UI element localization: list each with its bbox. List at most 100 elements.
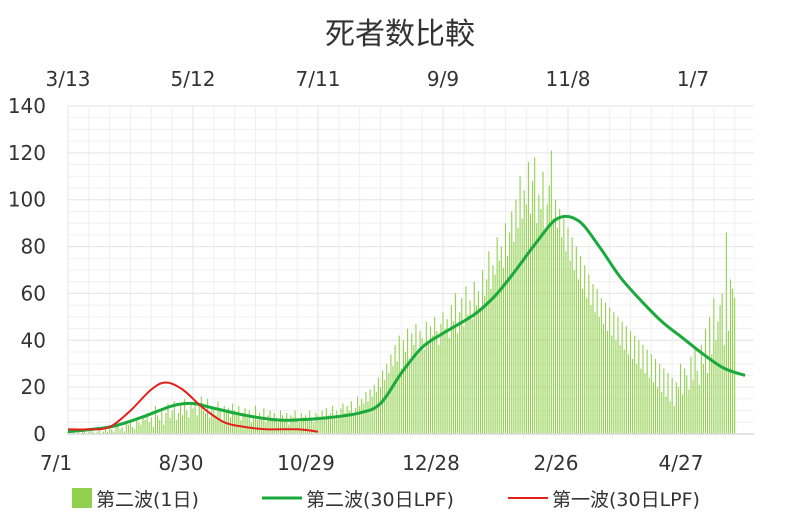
daily-bar	[469, 300, 471, 434]
daily-bar	[398, 335, 400, 434]
daily-bar	[309, 410, 311, 434]
legend-swatch-daily	[72, 488, 92, 508]
daily-bar	[727, 330, 729, 434]
daily-bar	[592, 284, 594, 434]
daily-bar	[411, 333, 413, 434]
daily-bar	[157, 415, 159, 434]
daily-bar	[461, 298, 463, 434]
chart-title: 死者数比較	[325, 17, 475, 52]
daily-bar	[734, 298, 736, 434]
daily-bar	[298, 422, 300, 434]
daily-bar	[190, 403, 192, 434]
daily-bar	[654, 359, 657, 434]
daily-bar	[92, 431, 94, 434]
daily-bar	[688, 389, 690, 434]
daily-bar	[544, 232, 546, 434]
daily-bar	[636, 363, 638, 434]
daily-bar	[498, 260, 500, 434]
daily-bar	[557, 227, 559, 434]
daily-bar	[617, 316, 619, 434]
daily-bar	[457, 333, 459, 434]
daily-bar	[669, 401, 671, 434]
daily-bar	[709, 316, 711, 434]
daily-bar	[404, 352, 407, 434]
daily-bar	[682, 394, 684, 434]
daily-bar	[438, 344, 440, 434]
daily-bar	[640, 368, 642, 434]
legend-label-daily: 第二波(1日)	[96, 489, 199, 511]
daily-bar	[73, 431, 75, 434]
y-tick-label: 140	[8, 94, 46, 118]
daily-bar	[165, 412, 167, 434]
bottom-tick-label: 12/28	[402, 451, 460, 475]
daily-bar	[244, 408, 246, 434]
daily-bar	[629, 330, 632, 434]
daily-bar	[429, 326, 432, 434]
daily-bar	[692, 380, 694, 434]
daily-bar	[536, 223, 538, 434]
daily-bar	[427, 342, 429, 434]
daily-bar	[596, 288, 598, 434]
daily-bar	[365, 391, 367, 434]
daily-bar	[440, 323, 442, 434]
daily-bar	[611, 335, 613, 434]
daily-bar	[671, 377, 673, 434]
daily-bar	[334, 417, 336, 434]
daily-bar	[484, 295, 486, 434]
daily-bar	[329, 412, 332, 434]
daily-bar	[88, 431, 90, 434]
daily-bar	[229, 417, 232, 434]
daily-bar	[488, 251, 490, 434]
y-tick-label: 40	[21, 328, 46, 352]
daily-bar	[434, 316, 436, 434]
daily-bar	[632, 359, 634, 434]
y-tick-label: 60	[21, 281, 46, 305]
daily-bar	[413, 344, 415, 434]
daily-bar	[238, 405, 240, 434]
daily-bar	[215, 415, 217, 434]
daily-bar	[684, 368, 686, 434]
daily-bar	[409, 359, 411, 434]
daily-bar	[721, 293, 723, 434]
daily-bar	[336, 410, 338, 434]
daily-bar	[490, 288, 492, 434]
daily-bar	[700, 344, 702, 434]
daily-bar	[507, 255, 509, 434]
daily-bar	[357, 396, 359, 434]
daily-bar	[613, 312, 615, 434]
y-tick-label: 120	[8, 141, 46, 165]
daily-bar	[186, 410, 188, 434]
daily-bar	[625, 326, 627, 434]
axes: 0 20 40 60 80 100 120 140 7/1 8/30 10/29 12/28 2/26 4…	[8, 67, 754, 475]
daily-bar	[444, 328, 446, 434]
daily-bar	[504, 223, 507, 434]
daily-bar	[277, 422, 279, 434]
daily-bar	[359, 405, 361, 434]
top-tick-label: 11/8	[546, 67, 591, 91]
daily-bar	[534, 157, 536, 435]
daily-bar	[542, 171, 544, 434]
daily-bar	[248, 410, 250, 434]
daily-bar	[150, 417, 152, 434]
daily-bar	[286, 412, 288, 434]
daily-bar	[119, 429, 121, 434]
y-tick-label: 0	[33, 422, 46, 446]
daily-bar	[590, 305, 592, 434]
y-tick-label: 80	[21, 235, 46, 259]
bottom-tick-label: 4/27	[659, 451, 704, 475]
daily-bar	[471, 319, 473, 434]
daily-bar	[569, 260, 571, 434]
daily-bar	[148, 422, 150, 434]
daily-bar	[117, 424, 119, 434]
daily-bar	[467, 314, 469, 434]
daily-bar	[486, 279, 488, 434]
daily-bar	[350, 401, 352, 434]
daily-bar	[425, 321, 427, 434]
daily-bar	[513, 241, 515, 434]
daily-bar	[252, 415, 254, 434]
daily-bar	[619, 344, 621, 434]
daily-bar	[477, 291, 479, 434]
daily-bar	[132, 426, 134, 434]
daily-bar	[200, 396, 202, 434]
